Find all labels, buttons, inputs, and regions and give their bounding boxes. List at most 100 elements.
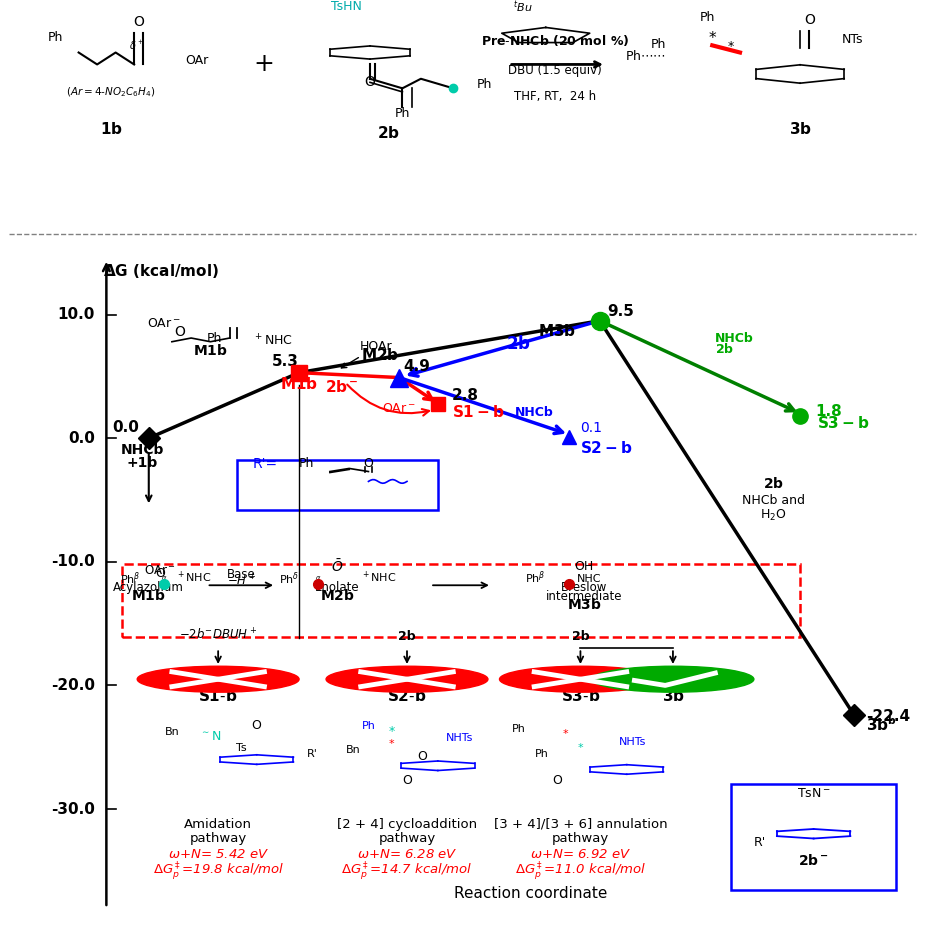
Text: $\it{\omega}$+$\it{N}$= 5.42 eV: $\it{\omega}$+$\it{N}$= 5.42 eV (167, 848, 268, 861)
Text: Ph: Ph (476, 79, 492, 92)
Text: *: * (728, 40, 734, 53)
Text: Ph: Ph (48, 31, 63, 44)
Text: Ph: Ph (512, 724, 525, 735)
Text: $-2b^{-}DBUH^+$: $-2b^{-}DBUH^+$ (179, 627, 257, 643)
Text: O: O (252, 719, 262, 732)
Text: 0.0: 0.0 (68, 431, 95, 446)
Text: pathway: pathway (190, 832, 247, 845)
Text: Ph: Ph (206, 331, 222, 344)
Text: $^+$NHC: $^+$NHC (176, 569, 211, 585)
Text: $\mathbf{3b}$: $\mathbf{3b}$ (661, 689, 684, 705)
Text: $\mathbf{M2b}$: $\mathbf{M2b}$ (361, 347, 399, 363)
Text: 0.0: 0.0 (113, 420, 140, 435)
Text: $\mathbf{3b}$: $\mathbf{3b}$ (789, 121, 811, 137)
Text: -30.0: -30.0 (51, 801, 95, 816)
Text: $^+$NHC: $^+$NHC (253, 333, 292, 348)
Text: HOAr: HOAr (341, 341, 392, 368)
Text: pathway: pathway (378, 832, 436, 845)
Text: $^tBu$: $^tBu$ (513, 0, 533, 15)
Text: $\mathbf{2b}$: $\mathbf{2b}$ (506, 335, 531, 353)
Text: *: * (388, 739, 394, 749)
Text: NHC: NHC (576, 574, 601, 583)
Text: $\mathbf{S3\text{-}b}$: $\mathbf{S3\text{-}b}$ (561, 689, 600, 705)
Text: NHCb and: NHCb and (742, 493, 805, 506)
Text: Ph: Ph (299, 457, 315, 470)
Text: TsHN: TsHN (331, 0, 363, 12)
Text: $\mathbf{\Delta G}$ (kcal/mol): $\mathbf{\Delta G}$ (kcal/mol) (103, 262, 218, 280)
Text: $\mathbf{M1b}$: $\mathbf{M1b}$ (131, 588, 166, 603)
Text: NHCb: NHCb (515, 406, 553, 419)
Text: $\Delta G^\ddagger_p$=11.0 kcal/mol: $\Delta G^\ddagger_p$=11.0 kcal/mol (514, 859, 647, 882)
Text: $\mathbf{Pre\text{-}NHCb}$ (20 mol %): $\mathbf{Pre\text{-}NHCb}$ (20 mol %) (481, 34, 629, 49)
Text: Base: Base (227, 568, 255, 581)
Text: Enolate: Enolate (315, 581, 360, 594)
Text: *: * (388, 724, 395, 738)
Text: Ph$^\delta$: Ph$^\delta$ (278, 571, 299, 588)
Text: Ph$\cdots\cdots$: Ph$\cdots\cdots$ (625, 49, 666, 63)
Text: $\mathbf{S2\text{-}b}$: $\mathbf{S2\text{-}b}$ (388, 689, 426, 705)
Text: -20.0: -20.0 (51, 678, 95, 693)
Circle shape (137, 666, 299, 693)
Text: NHCb: NHCb (715, 331, 754, 344)
Text: Breslow: Breslow (561, 581, 608, 594)
Text: 2b: 2b (572, 630, 589, 643)
Text: Ph: Ph (535, 749, 549, 759)
Text: DBU (1.5 equiv): DBU (1.5 equiv) (508, 64, 602, 77)
Text: Acylazolium: Acylazolium (114, 581, 184, 594)
Text: pathway: pathway (552, 832, 609, 845)
Text: $\bar{O}$: $\bar{O}$ (331, 558, 344, 575)
Text: O: O (364, 75, 376, 89)
Text: $-H^+$: $-H^+$ (227, 573, 256, 588)
Text: $\mathbf{S1-b}$: $\mathbf{S1-b}$ (451, 404, 504, 420)
Text: Amidation: Amidation (184, 817, 253, 830)
Text: $\mathbf{M3b}$: $\mathbf{M3b}$ (567, 597, 601, 612)
Text: $\mathbf{2b^-}$: $\mathbf{2b^-}$ (325, 379, 358, 395)
Text: 0.1: 0.1 (581, 421, 602, 435)
Text: O: O (552, 774, 562, 787)
Text: Bn: Bn (165, 727, 179, 737)
Text: O: O (155, 566, 166, 579)
Text: $\Delta G^\ddagger_p$=19.8 kcal/mol: $\Delta G^\ddagger_p$=19.8 kcal/mol (153, 859, 284, 882)
Text: $\mathbf{M3b}$: $\mathbf{M3b}$ (538, 323, 576, 339)
Text: OAr$^-$: OAr$^-$ (144, 564, 177, 578)
Text: OH: OH (574, 561, 594, 574)
Text: Ph$^\beta$: Ph$^\beta$ (525, 570, 546, 586)
Text: $^\alpha$: $^\alpha$ (315, 575, 322, 585)
Text: 2.8: 2.8 (451, 388, 479, 402)
Text: NHCb: NHCb (121, 444, 165, 457)
Text: OAr: OAr (185, 54, 208, 67)
Text: +1b: +1b (127, 456, 158, 470)
Text: $\mathbf{2b^-}$: $\mathbf{2b^-}$ (798, 853, 829, 868)
Text: -10.0: -10.0 (51, 554, 95, 569)
Text: $\mathbf{M1b}$: $\mathbf{M1b}$ (193, 344, 228, 358)
Text: O: O (804, 13, 815, 27)
Text: Bn: Bn (346, 745, 361, 755)
Text: $^{\sim}$N: $^{\sim}$N (200, 731, 221, 744)
Circle shape (500, 666, 661, 693)
Text: $^+$NHC: $^+$NHC (361, 569, 396, 585)
Text: *: * (709, 31, 716, 46)
Text: 4.9: 4.9 (403, 359, 430, 374)
Text: O: O (402, 774, 412, 787)
FancyBboxPatch shape (731, 783, 896, 890)
Text: R'=: R'= (253, 457, 278, 471)
Text: $\it{\omega}$+$\it{N}$= 6.92 eV: $\it{\omega}$+$\it{N}$= 6.92 eV (530, 848, 631, 861)
Text: intermediate: intermediate (546, 590, 623, 603)
Text: 1.8: 1.8 (816, 404, 843, 419)
FancyBboxPatch shape (122, 563, 800, 636)
Text: NHTs: NHTs (619, 737, 647, 747)
Text: $\mathbf{1b}$: $\mathbf{1b}$ (100, 121, 122, 137)
Text: R': R' (754, 836, 766, 849)
Text: Ph: Ph (362, 721, 376, 731)
Text: $\Delta G^\ddagger_p$=14.7 kcal/mol: $\Delta G^\ddagger_p$=14.7 kcal/mol (341, 859, 473, 882)
Text: $\mathbf{S3-b}$: $\mathbf{S3-b}$ (817, 416, 869, 431)
Text: O: O (133, 15, 144, 29)
Circle shape (592, 666, 754, 693)
Text: O: O (364, 457, 374, 470)
Text: $\mathbf{S2-b}$: $\mathbf{S2-b}$ (581, 440, 633, 456)
Text: $\mathbf{S1\text{-}b}$: $\mathbf{S1\text{-}b}$ (199, 689, 238, 705)
Circle shape (326, 666, 488, 693)
Text: NHTs: NHTs (446, 733, 473, 743)
Text: $\mathbf{M2b}$: $\mathbf{M2b}$ (320, 588, 355, 603)
Text: 9.5: 9.5 (608, 304, 635, 319)
